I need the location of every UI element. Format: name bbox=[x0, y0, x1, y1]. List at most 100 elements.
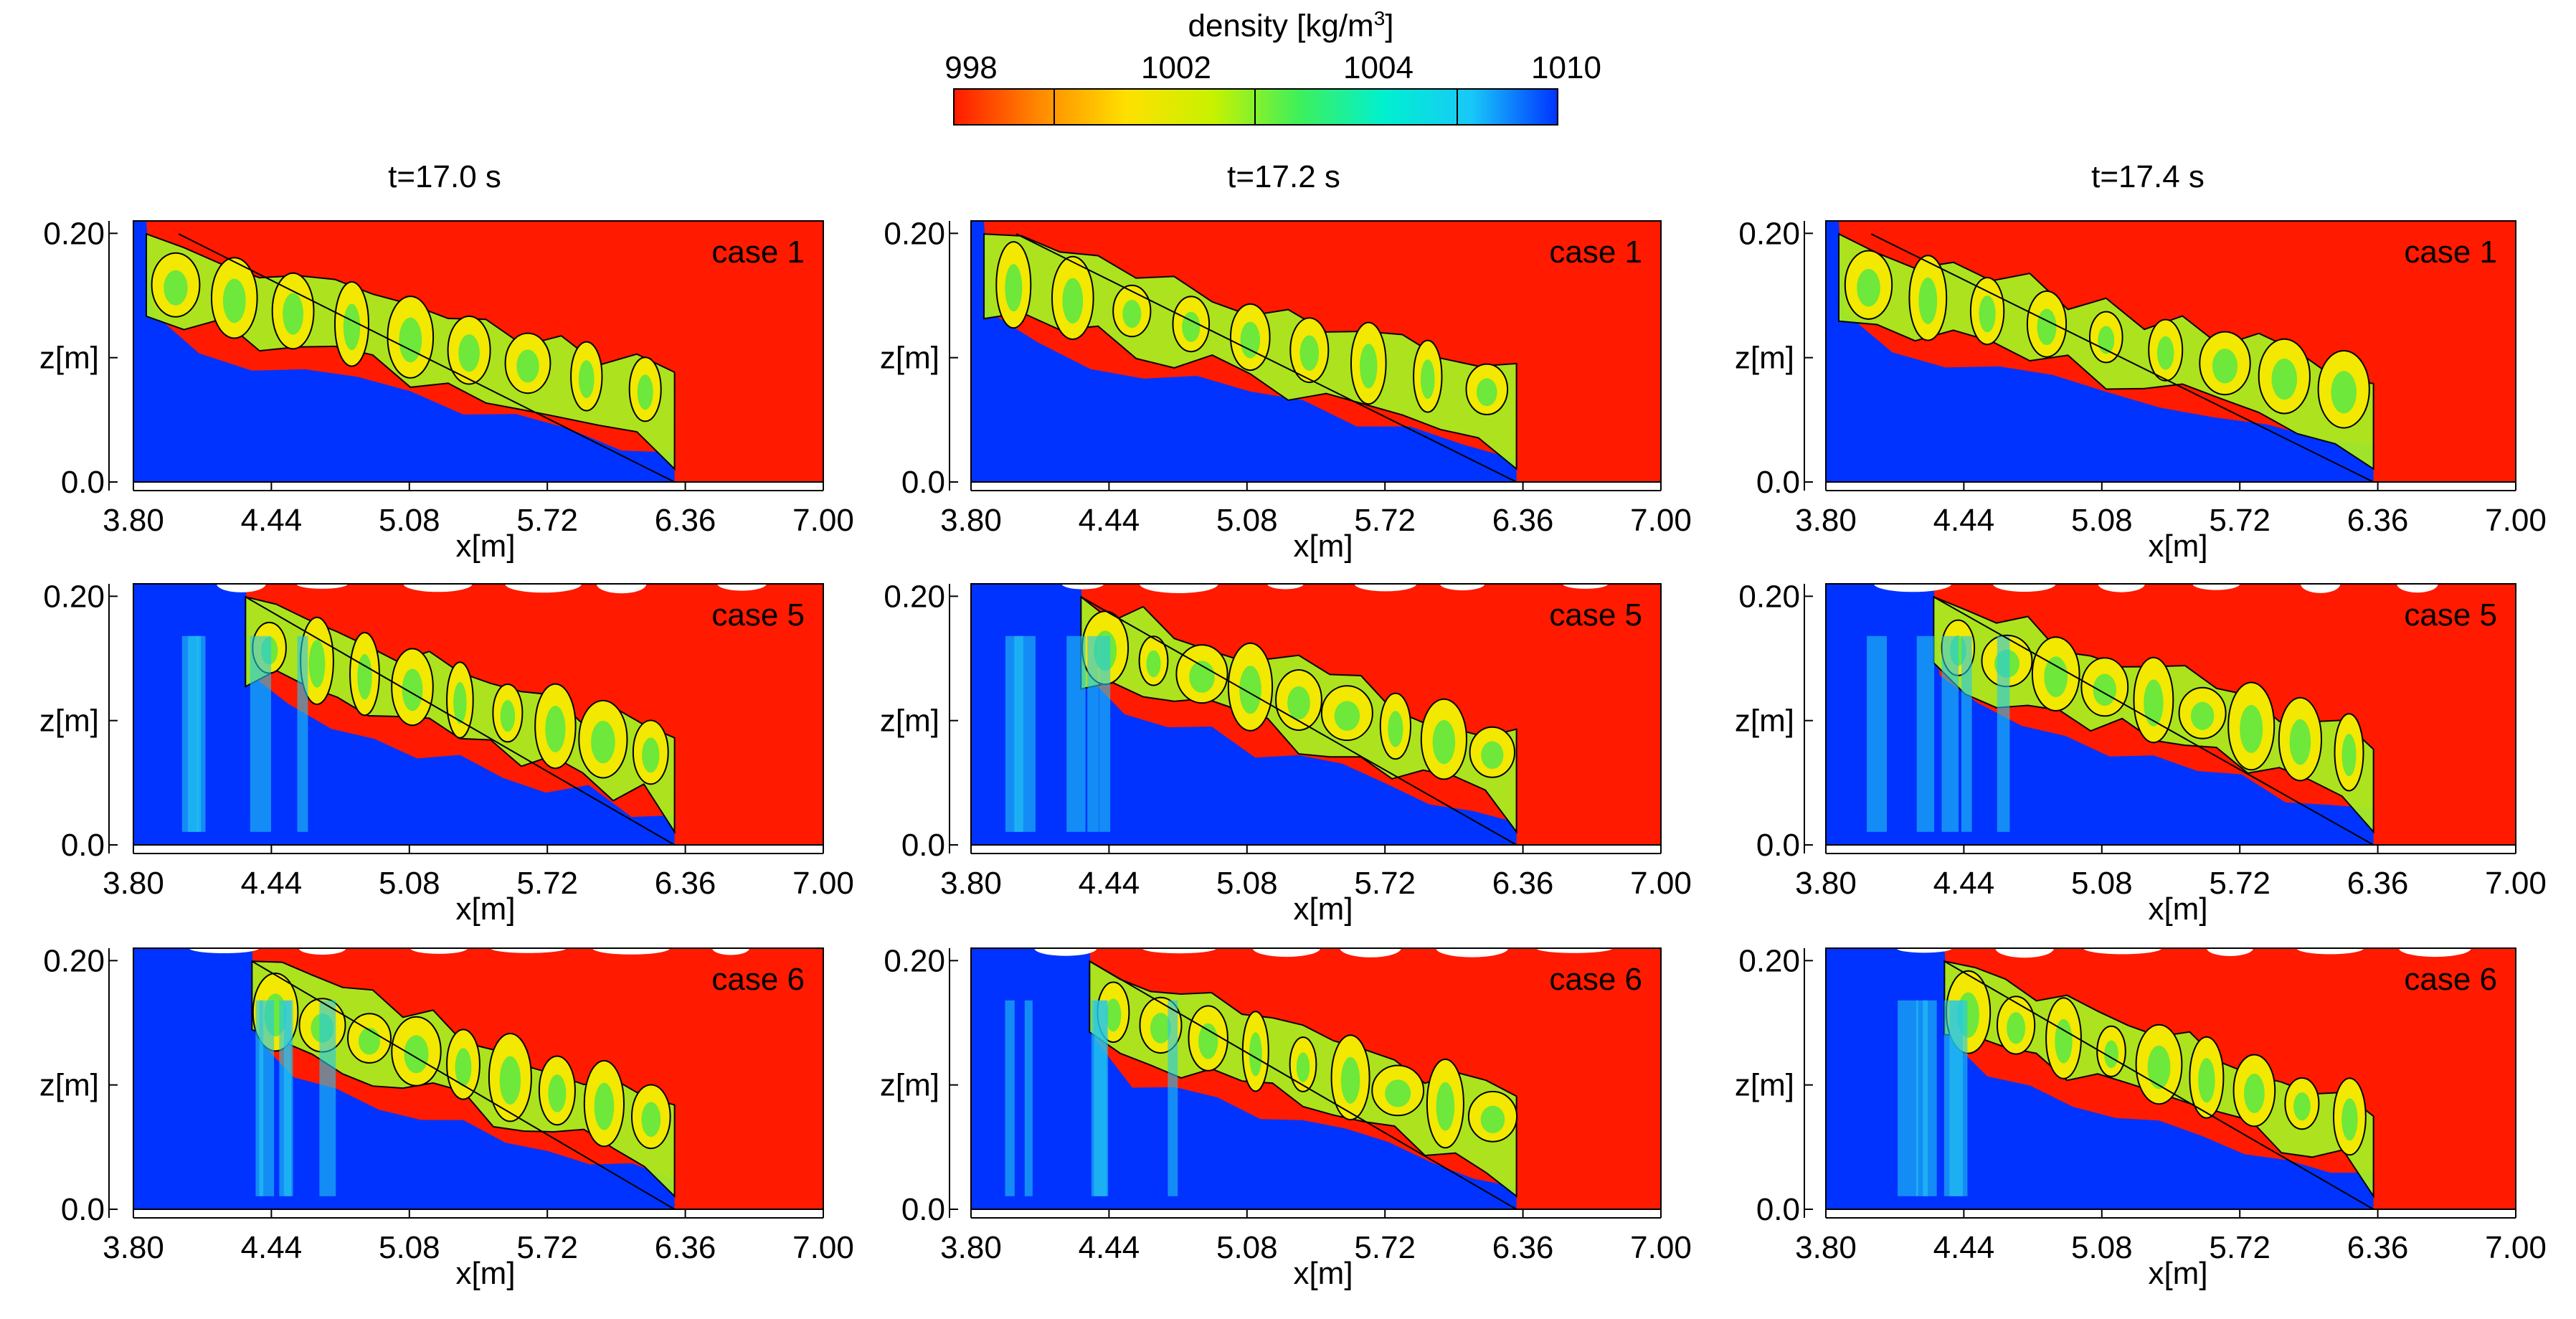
x-axis-label: x[m] bbox=[2148, 1256, 2207, 1291]
x-tick-label: 3.80 bbox=[103, 1230, 164, 1265]
billow-core bbox=[1299, 335, 1320, 371]
mixed-streak bbox=[1961, 635, 1972, 832]
billow-core bbox=[1249, 1032, 1262, 1077]
x-axis-label: x[m] bbox=[455, 1256, 515, 1291]
panel-border bbox=[133, 583, 824, 846]
colorbar-tick-label: 1010 bbox=[1531, 50, 1601, 85]
colorbar-tick-label: 1002 bbox=[1141, 50, 1211, 85]
x-tick-label: 7.00 bbox=[1630, 1230, 1692, 1265]
x-tick-label: 5.08 bbox=[1216, 503, 1278, 538]
billow-core bbox=[1150, 1013, 1171, 1044]
y-tick-label: 0.0 bbox=[901, 1192, 945, 1227]
billow-core bbox=[357, 653, 372, 700]
x-tick-label: 5.72 bbox=[2209, 503, 2270, 538]
x-tick-label: 4.44 bbox=[1933, 866, 1995, 901]
case-label: case 1 bbox=[711, 235, 805, 270]
mixed-streak bbox=[1087, 635, 1099, 832]
colorbar-tick-label: 998 bbox=[944, 50, 998, 85]
y-tick-label: 0.0 bbox=[61, 1192, 105, 1227]
billow-core bbox=[2093, 673, 2116, 706]
front-edge bbox=[1933, 596, 2374, 846]
x-tick-label: 3.80 bbox=[940, 503, 1002, 538]
mixed-streak bbox=[1943, 1000, 1963, 1196]
billow-core bbox=[1918, 277, 1938, 324]
billow-core bbox=[2293, 1092, 2311, 1121]
panel-border bbox=[970, 947, 1662, 1210]
billow-core bbox=[2007, 1012, 2026, 1044]
y-tick-label: 0.20 bbox=[43, 216, 105, 251]
y-tick-label: 0.20 bbox=[884, 943, 945, 978]
dense-fluid-region bbox=[1826, 221, 2374, 482]
y-tick-label: 0.0 bbox=[61, 465, 105, 500]
x-tick-label: 5.08 bbox=[2071, 1230, 2133, 1265]
billow-core bbox=[2055, 1018, 2073, 1064]
panel-border bbox=[970, 220, 1662, 483]
case-label: case 5 bbox=[2404, 597, 2497, 633]
billow-core bbox=[2147, 1045, 2171, 1089]
x-tick-label: 5.08 bbox=[2071, 503, 2133, 538]
front-edge bbox=[245, 596, 676, 846]
time-label: t=17.4 s bbox=[2091, 159, 2205, 194]
x-tick-label: 6.36 bbox=[2347, 1230, 2409, 1265]
front-edge bbox=[1870, 233, 2374, 483]
mixed-streak bbox=[1005, 635, 1023, 832]
y-axis-label: z[m] bbox=[880, 1068, 939, 1103]
billow-core bbox=[1979, 296, 1996, 333]
case-label: case 1 bbox=[2404, 235, 2497, 270]
billow-core bbox=[164, 270, 188, 306]
billow-core bbox=[2157, 336, 2174, 370]
billow-core bbox=[1421, 359, 1435, 400]
x-tick-label: 6.36 bbox=[2347, 866, 2409, 901]
y-axis-label: z[m] bbox=[39, 1068, 99, 1103]
front-edge bbox=[251, 960, 676, 1210]
billow-core bbox=[2244, 1074, 2265, 1113]
billow-core bbox=[499, 1056, 521, 1105]
y-tick-label: 0.0 bbox=[1756, 828, 1800, 863]
billow-core bbox=[2289, 719, 2311, 765]
x-tick-label: 7.00 bbox=[2485, 866, 2547, 901]
mixed-streak bbox=[1024, 1000, 1033, 1196]
colorbar-title: density [kg/m3] bbox=[954, 7, 1628, 44]
x-tick-label: 5.08 bbox=[379, 503, 440, 538]
x-tick-label: 6.36 bbox=[1492, 1230, 1554, 1265]
front-edge bbox=[1089, 960, 1517, 1210]
time-label: t=17.2 s bbox=[1227, 159, 1340, 194]
billow-core bbox=[1432, 719, 1456, 765]
billow-core bbox=[1239, 666, 1261, 714]
x-tick-label: 6.36 bbox=[655, 866, 716, 901]
billow-core bbox=[404, 1035, 429, 1074]
mixed-streak bbox=[250, 635, 271, 832]
panel-border bbox=[970, 583, 1662, 846]
case-label: case 5 bbox=[711, 597, 805, 633]
x-tick-label: 5.72 bbox=[516, 1230, 578, 1265]
billow-core bbox=[1287, 686, 1310, 720]
y-tick-label: 0.20 bbox=[884, 579, 945, 614]
billow-core bbox=[1198, 1023, 1218, 1059]
x-tick-label: 5.72 bbox=[1354, 503, 1416, 538]
panel-border bbox=[133, 947, 824, 1210]
panel-4: case 5 0.0 0.20 z[m] 3.80 4.44 5.08 5.72 6.36 7.0… bbox=[39, 574, 854, 927]
x-tick-label: 4.44 bbox=[1079, 503, 1140, 538]
billow-core bbox=[500, 700, 516, 732]
billow-core bbox=[2331, 371, 2357, 414]
billow-core bbox=[2104, 1040, 2118, 1069]
x-tick-label: 3.80 bbox=[103, 503, 164, 538]
y-tick-label: 0.20 bbox=[1738, 943, 1800, 978]
billow-core bbox=[1480, 1105, 1505, 1134]
x-tick-label: 5.08 bbox=[1216, 866, 1278, 901]
billow-core bbox=[1182, 311, 1201, 342]
billow-core bbox=[458, 334, 480, 372]
mixed-streak bbox=[283, 1000, 292, 1196]
billow-core bbox=[222, 278, 246, 323]
front-edge bbox=[1080, 596, 1517, 846]
panel-8: case 6 0.0 0.20 z[m] 3.80 4.44 5.08 5.72 6.36 7.0… bbox=[880, 939, 1692, 1291]
x-tick-label: 7.00 bbox=[792, 1230, 854, 1265]
billow-core bbox=[591, 721, 615, 764]
panels: case 1 0.0 0.20 z[m] 3.80 4.44 5.08 5.72 6.36 7.0… bbox=[39, 216, 2547, 1291]
x-tick-label: 5.72 bbox=[1354, 1230, 1416, 1265]
billow-core bbox=[2044, 656, 2068, 697]
mixed-streak bbox=[297, 635, 308, 832]
x-tick-label: 6.36 bbox=[655, 1230, 716, 1265]
billow-core bbox=[1296, 1052, 1310, 1082]
billow-core bbox=[2341, 1098, 2358, 1141]
